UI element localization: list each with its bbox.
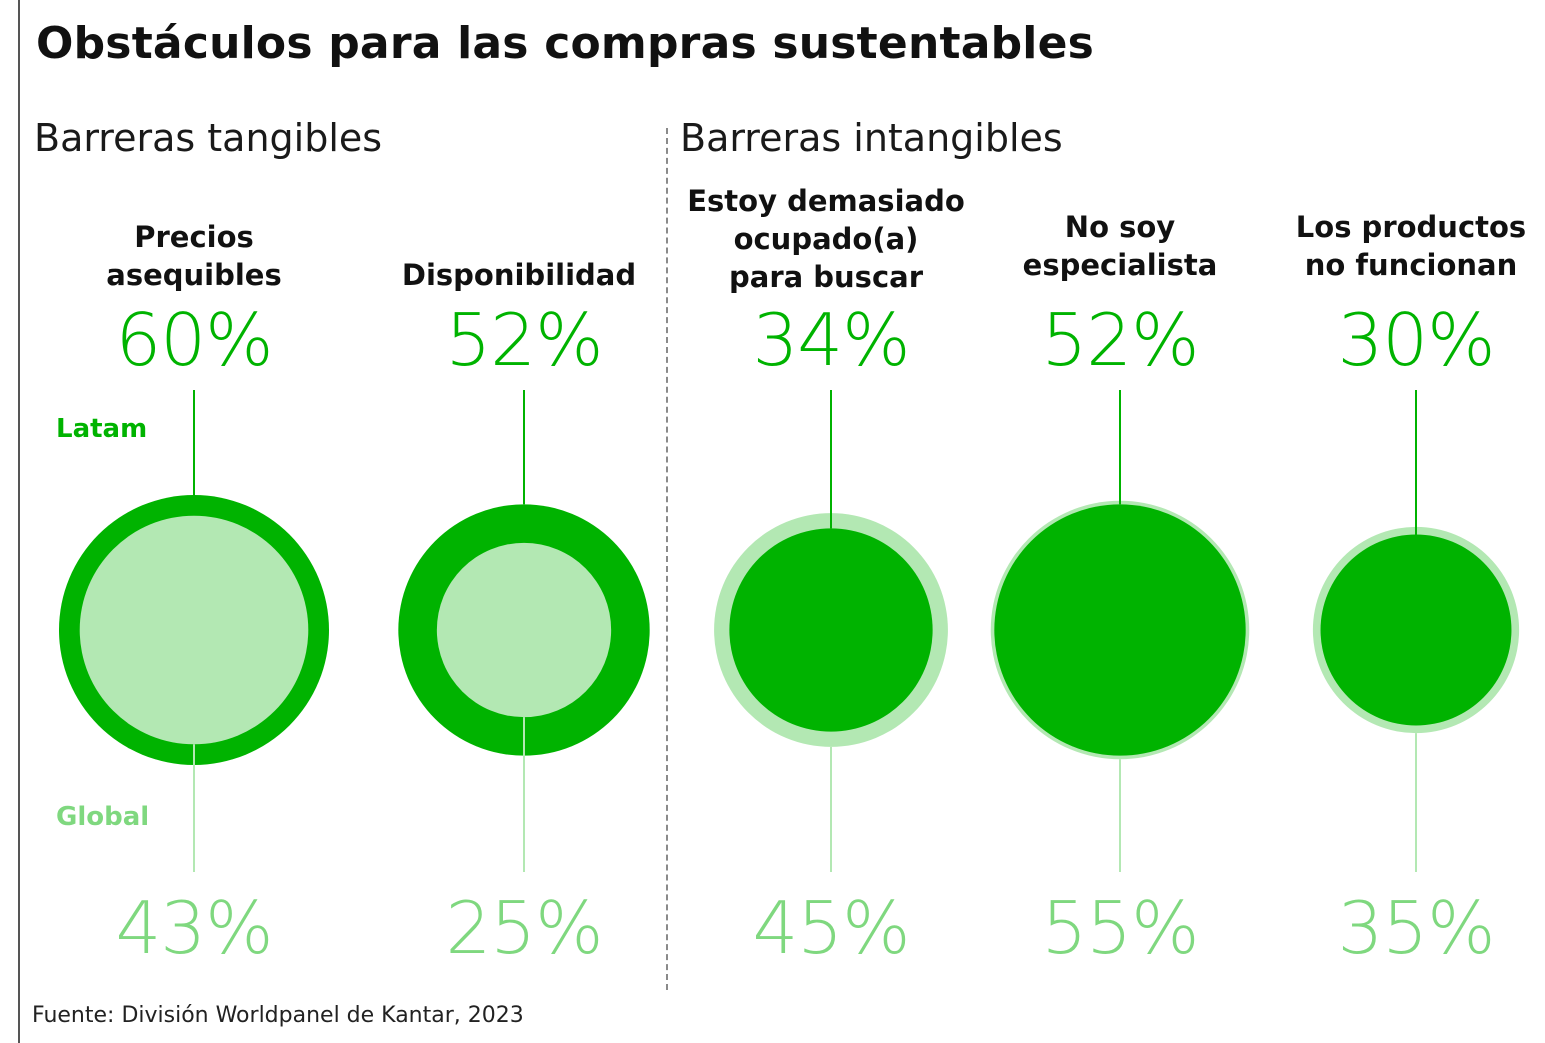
bubble-latam-especialista bbox=[994, 504, 1246, 756]
group-label-tangible: Barreras tangibles bbox=[34, 116, 383, 160]
category-label-precios: Precios asequibles bbox=[106, 220, 282, 292]
category-label-especialista: No soy especialista bbox=[1022, 210, 1218, 282]
bubble-latam-no-funcionan bbox=[1320, 534, 1512, 726]
group-label-intangible: Barreras intangibles bbox=[680, 116, 1063, 160]
legend-latam: Latam bbox=[56, 414, 148, 444]
bubble-latam-ocupado bbox=[729, 528, 933, 732]
chart-title: Obstáculos para las compras sustentables bbox=[36, 18, 1095, 69]
value-global-disponibilidad: 25% bbox=[445, 886, 603, 970]
value-latam-precios: 60% bbox=[115, 298, 273, 382]
value-global-precios: 43% bbox=[115, 886, 273, 970]
value-latam-ocupado: 34% bbox=[752, 298, 910, 382]
legend-global: Global bbox=[56, 802, 150, 832]
bubble-global-precios bbox=[79, 515, 309, 745]
value-latam-disponibilidad: 52% bbox=[445, 298, 603, 382]
value-global-no-funcionan: 35% bbox=[1337, 886, 1495, 970]
value-latam-no-funcionan: 30% bbox=[1337, 298, 1495, 382]
category-label-ocupado: Estoy demasiado ocupado(a) para buscar bbox=[687, 184, 965, 294]
value-global-ocupado: 45% bbox=[752, 886, 910, 970]
left-frame-line bbox=[18, 0, 20, 1043]
source-note: Fuente: División Worldpanel de Kantar, 2… bbox=[32, 1003, 524, 1028]
value-global-especialista: 55% bbox=[1041, 886, 1199, 970]
group-divider bbox=[666, 128, 668, 990]
bubble-global-disponibilidad bbox=[436, 542, 612, 718]
category-label-disponibilidad: Disponibilidad bbox=[401, 258, 637, 292]
category-label-no-funcionan: Los productos no funcionan bbox=[1295, 210, 1527, 282]
value-latam-especialista: 52% bbox=[1041, 298, 1199, 382]
